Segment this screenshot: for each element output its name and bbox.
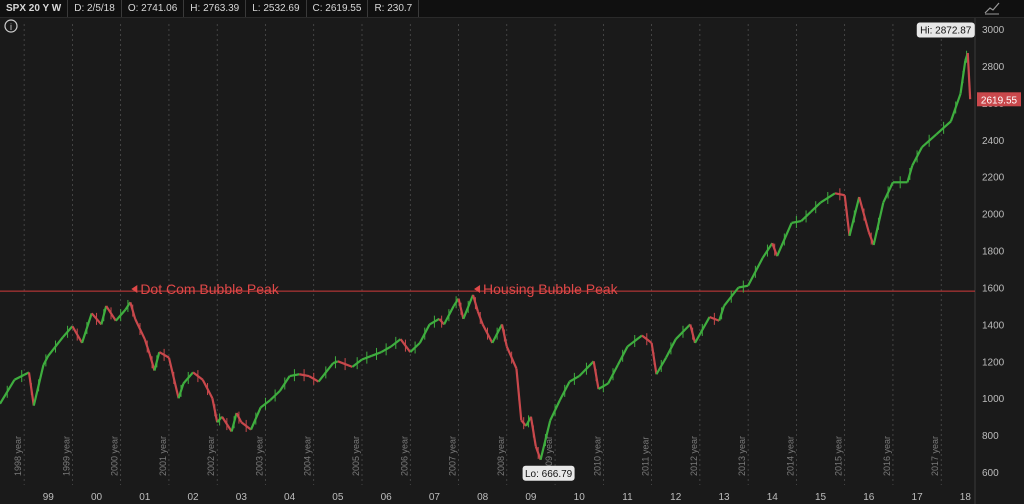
price-tick-label: 1600 (982, 283, 1005, 294)
price-tick-label: 2800 (982, 62, 1005, 73)
price-tick-label: 1000 (982, 394, 1005, 405)
year-label: 2009 year (544, 436, 554, 476)
info-icon-glyph: i (10, 22, 12, 32)
year-label: 2002 year (206, 436, 216, 476)
year-label: 2013 year (737, 436, 747, 476)
year-label: 2008 year (496, 436, 506, 476)
year-label: 2005 year (351, 436, 361, 476)
price-tick-label: 2400 (982, 136, 1005, 147)
high-value: H: 2763.39 (184, 0, 247, 17)
year-label: 2001 year (158, 436, 168, 476)
last-price-label: 2619.55 (981, 95, 1018, 106)
chart-style-icon[interactable] (984, 1, 1000, 15)
price-tick-label: 600 (982, 468, 999, 479)
x-tick-label: 02 (188, 492, 200, 503)
price-tick-label: 800 (982, 431, 999, 442)
x-tick-label: 00 (91, 492, 103, 503)
x-tick-label: 03 (236, 492, 248, 503)
x-tick-label: 08 (477, 492, 489, 503)
x-tick-label: 05 (332, 492, 344, 503)
open-value: O: 2741.06 (122, 0, 185, 17)
year-label: 2011 year (641, 437, 651, 476)
price-tick-label: 2200 (982, 173, 1005, 184)
x-tick-label: 12 (670, 492, 682, 503)
year-label: 2017 year (930, 436, 940, 476)
range-value: R: 230.7 (368, 0, 420, 17)
last-price-marker (977, 92, 1021, 107)
year-label: 1999 year (61, 436, 71, 476)
year-label: 2015 year (834, 436, 844, 476)
x-tick-label: 17 (912, 492, 924, 503)
annotation-arrow (474, 284, 481, 293)
x-tick-label: 07 (429, 492, 441, 503)
year-label: 2010 year (592, 436, 602, 476)
lo-label: Lo: 666.79 (525, 469, 573, 480)
x-tick-label: 09 (525, 492, 537, 503)
x-tick-label: 10 (574, 492, 586, 503)
x-tick-label: 13 (718, 492, 730, 503)
x-tick-label: 16 (863, 492, 875, 503)
price-tick-label: 1800 (982, 247, 1005, 258)
x-tick-label: 15 (815, 492, 827, 503)
year-label: 2006 year (399, 436, 409, 476)
symbol-label[interactable]: SPX 20 Y W (0, 0, 69, 17)
annotation-arrow (131, 284, 138, 293)
x-tick-label: 18 (960, 492, 972, 503)
x-tick-label: 14 (767, 492, 779, 503)
info-icon[interactable] (4, 19, 18, 33)
hi-bubble (916, 22, 975, 38)
x-tick-label: 99 (43, 492, 55, 503)
price-tick-label: 3000 (982, 25, 1005, 36)
x-tick-label: 04 (284, 492, 296, 503)
x-tick-label: 11 (622, 492, 633, 503)
price-tick-label: 1400 (982, 320, 1005, 331)
price-chart[interactable]: 1998 year 1999 year 2000 year 2001 year 2002… (0, 18, 1024, 504)
price-tick-label: 2000 (982, 210, 1005, 221)
year-label: 2016 year (882, 436, 892, 476)
annotation-label: Housing Bubble Peak (483, 281, 619, 297)
year-label: 2000 year (110, 436, 120, 476)
x-tick-label: 06 (381, 492, 393, 503)
x-tick-label: 01 (139, 492, 151, 503)
lo-bubble (522, 465, 575, 481)
date-value: D: 2/5/18 (68, 0, 122, 17)
low-value: L: 2532.69 (246, 0, 307, 17)
year-label: 1998 year (13, 436, 23, 476)
hi-label: Hi: 2872.87 (920, 26, 972, 37)
year-label: 2007 year (448, 436, 458, 476)
close-value: C: 2619.55 (307, 0, 369, 17)
year-label: 2004 year (303, 436, 313, 476)
price-tick-label: 1200 (982, 357, 1005, 368)
year-label: 2003 year (254, 436, 264, 476)
header-bar: SPX 20 Y W D: 2/5/18 O: 2741.06 H: 2763.… (0, 0, 1024, 18)
year-label: 2014 year (785, 436, 795, 476)
year-label: 2012 year (689, 436, 699, 476)
annotation-label: Dot Com Bubble Peak (140, 281, 280, 297)
